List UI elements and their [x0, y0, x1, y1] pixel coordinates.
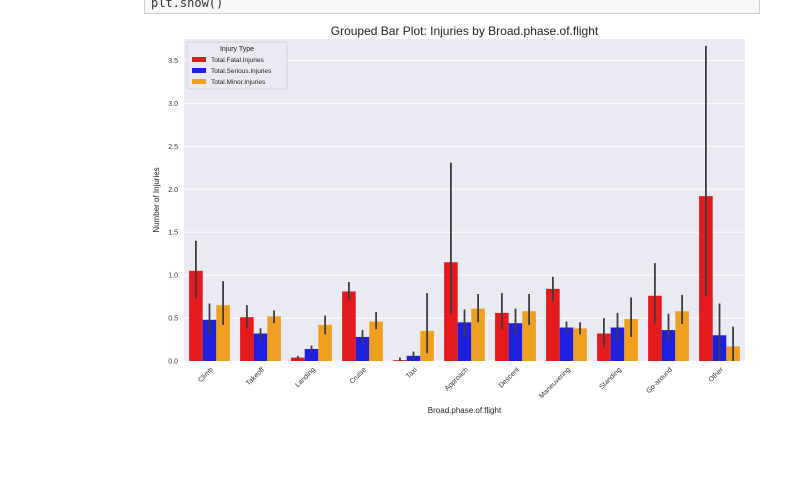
x-tick-label: Standing — [598, 366, 623, 391]
bar — [597, 333, 611, 361]
x-tick-label: Climb — [197, 366, 215, 384]
code-line: plt.show() — [151, 0, 224, 10]
bar — [253, 333, 268, 361]
bar — [318, 324, 332, 361]
y-tick-label: 3.5 — [168, 58, 178, 65]
y-ticks-group: 0.0 0.5 1.0 1.5 2.0 2.5 3.0 3.5 — [168, 58, 178, 366]
bar — [189, 270, 203, 361]
error-bars-group — [194, 45, 734, 361]
legend-swatch — [192, 68, 206, 73]
x-tick-label: Landing — [294, 366, 317, 389]
x-tick-label: Go-around — [645, 366, 674, 395]
y-tick-label: 1.0 — [168, 273, 178, 280]
bar — [240, 317, 254, 361]
y-tick-label: 2.0 — [168, 187, 178, 194]
chart-title: Grouped Bar Plot: Injuries by Broad.phas… — [331, 24, 599, 38]
y-tick-label: 2.5 — [168, 144, 178, 151]
y-tick-label: 3.0 — [168, 101, 178, 108]
bar — [216, 305, 230, 361]
legend-title: Injury Type — [220, 46, 254, 53]
bar — [508, 323, 523, 361]
bar — [675, 311, 689, 361]
x-tick-label: Approach — [444, 366, 470, 392]
bar — [610, 327, 625, 361]
legend-label: Total.Fatal.Injuries — [211, 57, 264, 64]
bar — [369, 321, 383, 361]
bar — [559, 327, 574, 361]
x-tick-label: Cruise — [349, 366, 368, 385]
bar — [661, 330, 676, 361]
x-tick-label: Taxi — [405, 366, 419, 380]
bar — [457, 322, 472, 361]
legend-box — [186, 41, 288, 90]
y-axis-label: Number of Injuries — [152, 167, 161, 232]
legend-swatch — [192, 79, 206, 84]
bar — [267, 316, 281, 361]
legend-label: Total.Minor.Injuries — [211, 79, 266, 86]
x-axis-label: Broad.phase.of.flight — [428, 406, 502, 415]
code-cell[interactable]: plt.show() — [144, 0, 760, 14]
bar — [304, 348, 319, 361]
x-tick-label: Descent — [498, 366, 521, 389]
bar — [522, 311, 536, 361]
bar — [648, 295, 662, 361]
bar — [471, 308, 485, 361]
bar — [342, 291, 356, 361]
bar — [495, 312, 509, 361]
x-tick-label: Other — [708, 366, 726, 384]
y-tick-label: 0.0 — [168, 359, 178, 366]
bar — [573, 328, 587, 361]
x-ticks-group: Climb Takeoff Landing Cruise Taxi Approach Des… — [197, 366, 725, 400]
bar — [546, 288, 560, 361]
legend-swatch — [192, 57, 206, 62]
y-tick-label: 0.5 — [168, 316, 178, 323]
bar — [202, 319, 217, 361]
y-tick-label: 1.5 — [168, 230, 178, 237]
bar — [355, 336, 370, 361]
bar — [624, 318, 638, 361]
legend: Injury Type Total.Fatal.Injuries Total.Se… — [186, 41, 288, 90]
legend-label: Total.Serious.Injuries — [211, 68, 272, 75]
bars-group — [189, 196, 740, 361]
x-tick-label: Takeoff — [245, 366, 266, 387]
x-tick-label: Maneuvering — [538, 366, 572, 400]
